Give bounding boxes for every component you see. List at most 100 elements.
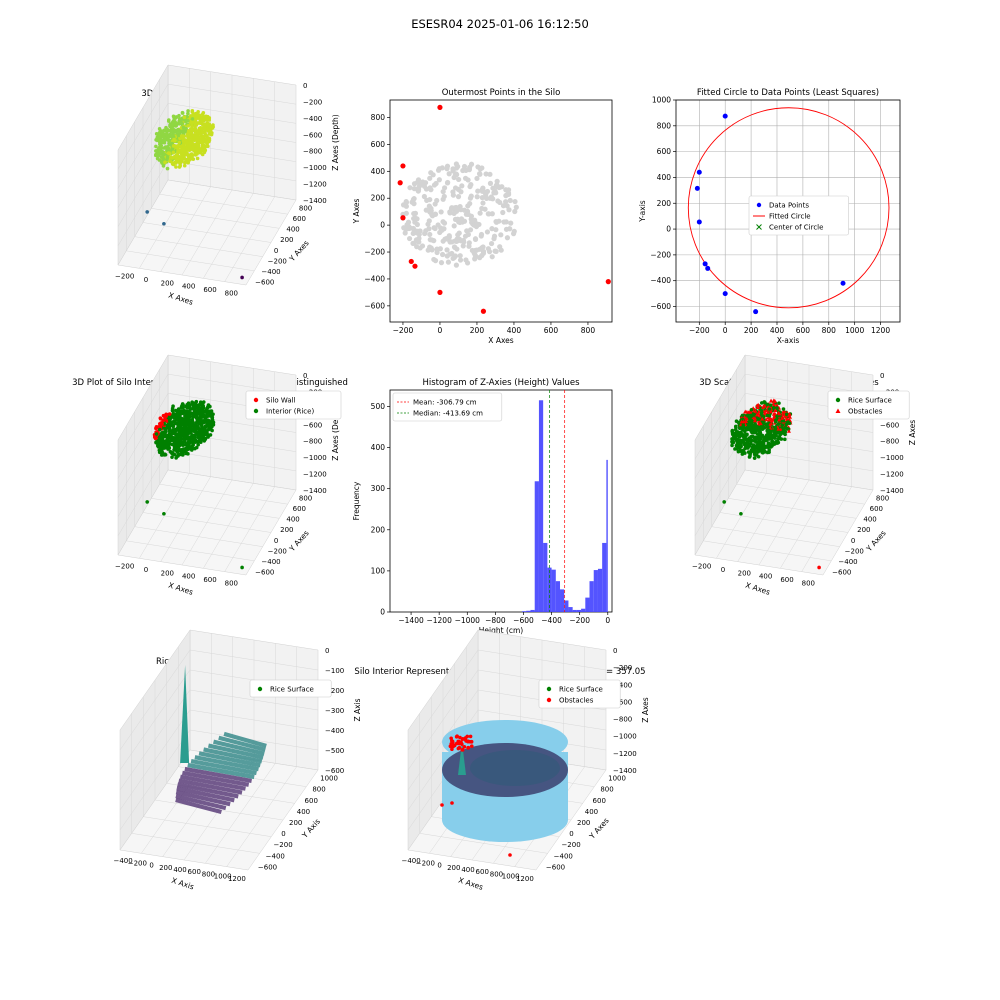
scatter-point [176,433,181,437]
interp-zlabel: Z Axis [353,698,362,721]
interior-point [460,243,466,249]
obstacle-point [460,748,465,752]
scatter-point [159,155,164,159]
interior-point [483,171,489,177]
z-tick-label: −1400 [303,197,327,205]
scatter-point [163,439,167,444]
interior-point [465,231,471,238]
obstacle-point [456,739,461,744]
scatter-point [155,136,160,141]
scatter-point [206,427,211,432]
histogram-bar [602,542,607,612]
legend-frame [538,679,621,709]
legend-label: Obstacles [848,408,883,416]
z-tick-label: −200 [303,98,322,106]
z-tick-label: −800 [613,716,632,724]
scatter-point [178,418,182,422]
scatter-point [200,420,204,424]
scatter-point [204,408,209,412]
scatter-point [174,437,178,442]
y-tick-label: 0 [380,608,385,617]
scatter-point [158,128,163,133]
scatter-point [174,448,179,452]
scatter-point [159,453,164,457]
obstacle-marker [777,417,782,422]
scatter-point [169,155,173,159]
scatter-point [759,401,764,405]
x-tick-label: 200 [161,279,174,287]
z-tick-label: 0 [880,372,884,380]
scatter-point [170,406,175,411]
scatter-point [730,428,735,433]
legend-marker [835,408,841,413]
interior-point [504,203,510,209]
outer-point [400,163,406,169]
interior-point [416,183,422,190]
scatter-point [202,126,206,130]
y-tick-label: −200 [845,547,864,555]
x-tick-label: 200 [159,864,172,872]
obstacle-marker [771,401,776,406]
scatter-point [176,407,181,411]
scatter-point [174,165,178,169]
scatter-point [778,431,783,436]
interior-point [512,198,518,205]
y-tick-label: 500 [371,402,386,411]
interior-point [507,226,513,232]
legend-frame [245,390,342,420]
scatter-point [190,419,195,424]
interior-point [407,185,413,191]
scatter-point [748,420,752,425]
scatter-point [209,124,213,129]
scatter-point [170,133,175,138]
scatter-point [755,424,760,429]
scatter-point [189,436,193,441]
y-tick-label: −200 [268,547,287,555]
wall-zlabel: Z Axes (Depth) [331,404,340,461]
x-tick-label: 1000 [214,873,232,881]
scatter-point [155,156,160,161]
x-tick-label: 600 [796,326,811,335]
interior-point [479,165,485,171]
scatter-point [197,402,202,407]
scatter-point [203,428,207,433]
scatter-point [771,434,775,438]
scatter-point [202,147,206,151]
scatter-point [171,415,176,419]
z-tick-label: −500 [325,747,344,755]
x-tick-label: 600 [544,326,559,335]
x-tick-label: 400 [461,866,474,874]
data-point [722,113,728,119]
interior-point [493,227,499,233]
scatter-point [776,422,781,426]
scatter-point [783,437,787,442]
y-tick-label: −600 [255,279,274,287]
interior-point [411,215,417,222]
scatter-point [734,419,739,424]
y-tick-label: 200 [280,236,293,244]
interior-point [472,256,478,262]
interior-point [411,210,417,217]
y-tick-label: 600 [293,505,306,513]
x-tick-label: −200 [115,563,134,571]
scatter-point [185,405,189,410]
interior-point [465,177,471,183]
y-tick-label: 800 [299,204,312,212]
y-tick-label: 600 [657,147,672,156]
y-tick-label: 400 [286,226,299,234]
scatter-point [190,117,195,121]
interior-point [480,200,486,206]
interior-point [463,257,469,263]
interior-point [416,235,422,241]
scatter-point [183,426,188,431]
interior-point [455,232,461,238]
surface-strip [207,743,264,760]
surface-strip [213,739,265,756]
scatter-point [186,422,191,427]
legend-label: Interior (Rice) [266,408,314,416]
interior-point [411,181,418,187]
scatter-point [181,437,186,441]
scatter-point [182,128,187,133]
z-tick-label: −200 [325,687,344,695]
surface-strip [178,778,243,795]
